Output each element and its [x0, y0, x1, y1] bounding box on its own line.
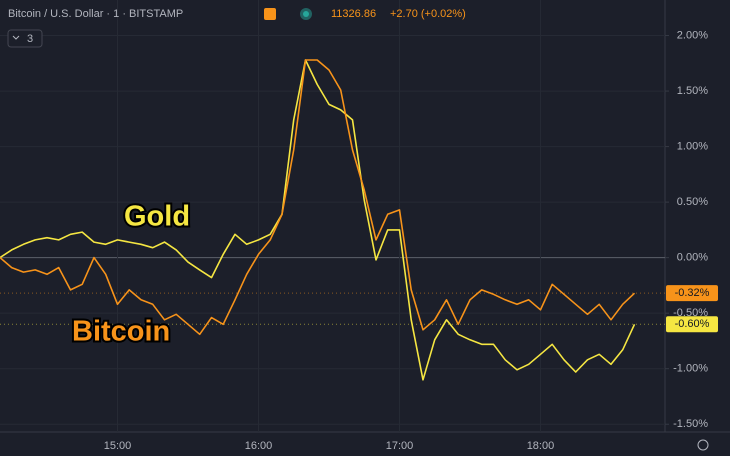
- collapse-button[interactable]: [7, 29, 43, 48]
- x-tick-label: 15:00: [104, 440, 132, 452]
- last-value-label: -0.60%: [675, 318, 710, 330]
- x-tick-label: 18:00: [527, 440, 555, 452]
- price: 11326.86: [331, 8, 376, 20]
- y-tick-label: -0.50%: [673, 307, 708, 319]
- y-tick-label: 0.00%: [677, 252, 708, 264]
- series-label: Gold: [124, 201, 190, 233]
- symbol: Bitcoin / U.S. Dollar · 1 · BITSTAMP: [8, 8, 183, 20]
- lines: [0, 59, 665, 381]
- button-label[interactable]: 3: [27, 33, 33, 45]
- price-change: +2.70 (+0.02%): [390, 8, 466, 20]
- y-tick-label: -1.50%: [673, 418, 708, 430]
- y-tick-label: -1.00%: [673, 363, 708, 375]
- x-tick-label: 16:00: [245, 440, 273, 452]
- settings-icon[interactable]: [697, 439, 709, 451]
- series-label: Bitcoin: [72, 316, 170, 348]
- series-line: [0, 59, 636, 381]
- last-value-badge: [666, 285, 718, 302]
- last-value-label: -0.32%: [675, 287, 710, 299]
- series-line: [0, 59, 636, 336]
- symbol-icon[interactable]: [264, 8, 276, 20]
- grid: [0, 0, 665, 432]
- last-value-badge: [666, 316, 718, 333]
- y-tick-label: 1.00%: [677, 140, 708, 152]
- x-tick-label: 17:00: [386, 440, 414, 452]
- y-tick-label: 1.50%: [677, 85, 708, 97]
- status-dot: [303, 11, 309, 17]
- y-tick-label: 0.50%: [677, 196, 708, 208]
- chevron: [12, 35, 20, 40]
- y-tick-label: 2.00%: [677, 29, 708, 41]
